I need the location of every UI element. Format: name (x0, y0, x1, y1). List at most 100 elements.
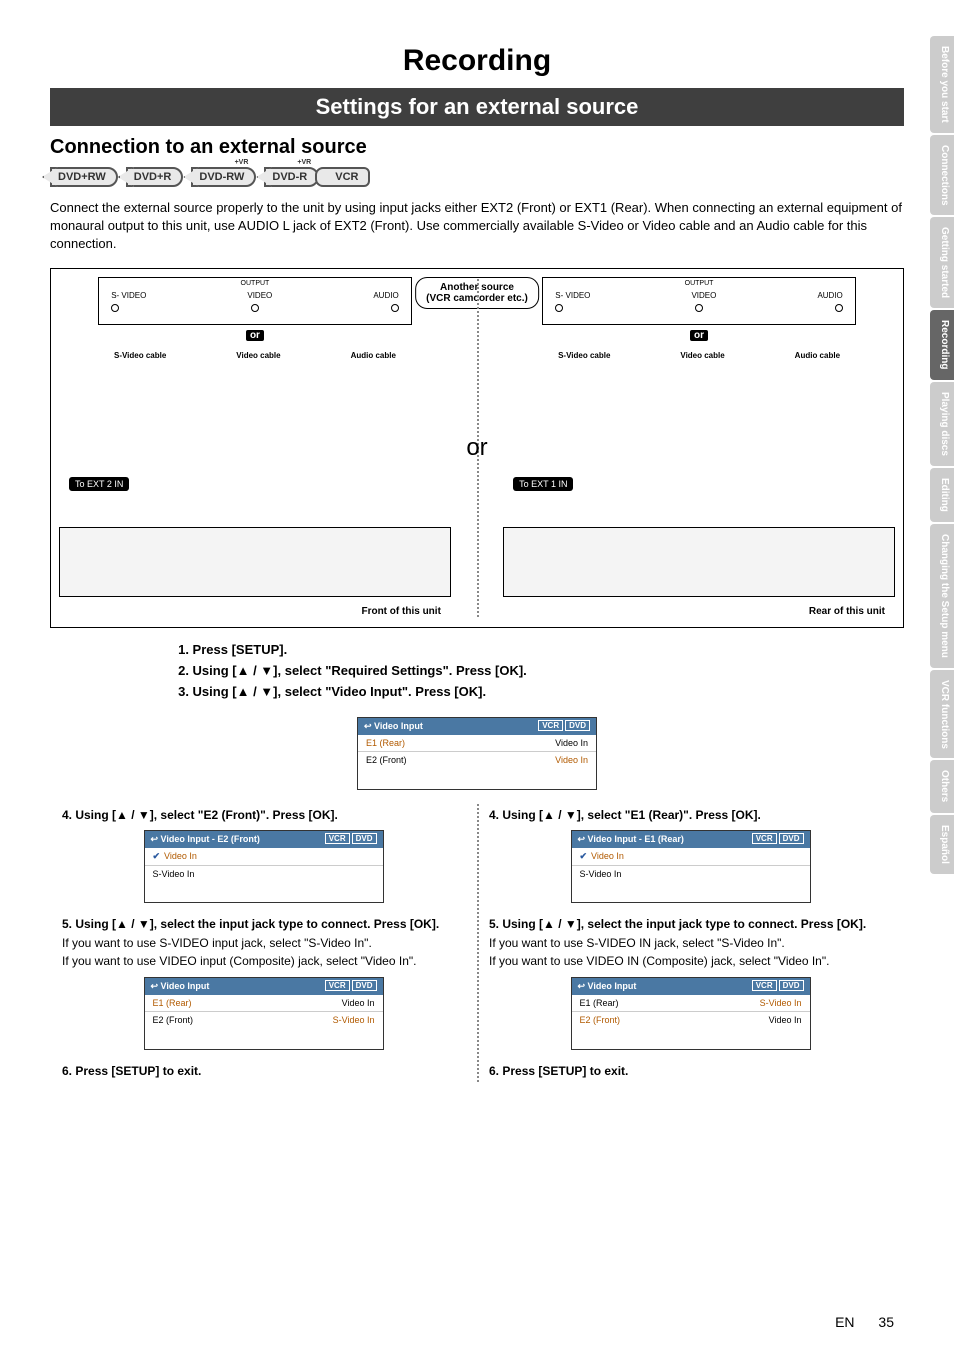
steps-center: 1. Press [SETUP]. 2. Using [▲ / ▼], sele… (178, 642, 776, 699)
or-big: or (466, 434, 487, 462)
unit-rear (503, 527, 895, 597)
osd-row-value: S-Video In (333, 1015, 375, 1025)
osd-row-label: S-Video In (153, 869, 195, 879)
check-icon: ✔ (580, 851, 588, 862)
cable-label: Audio cable (351, 351, 396, 360)
osd-tab: VCR (752, 833, 777, 844)
col-right: 4. Using [▲ / ▼], select "E1 (Rear)". Pr… (477, 804, 904, 1082)
jack-icon (111, 304, 119, 312)
jack-label: VIDEO (691, 291, 716, 300)
disc-badge: VCR (327, 167, 370, 187)
step6-right: 6. Press [SETUP] to exit. (489, 1064, 892, 1078)
osd-main: ↩ Video InputVCRDVDE1 (Rear)Video InE2 (… (50, 717, 904, 790)
step5-body1-right: If you want to use S-VIDEO IN jack, sele… (489, 935, 892, 951)
disc-badges: DVD+RW DVD+R DVD-RW DVD-R VCR (50, 167, 904, 187)
page-number: 35 (878, 1314, 894, 1330)
osd-back-icon: ↩ (151, 981, 159, 991)
disc-badge: DVD+RW (50, 167, 118, 187)
jack-icon (835, 304, 843, 312)
osd-row-label: E2 (Front) (366, 755, 407, 765)
step: 2. Using [▲ / ▼], select "Required Setti… (178, 663, 776, 678)
unit-front (59, 527, 451, 597)
step5-body2-left: If you want to use VIDEO input (Composit… (62, 953, 465, 969)
osd-back-icon: ↩ (364, 721, 372, 731)
osd-tab: VCR (325, 980, 350, 991)
diagram-right: OUTPUT S- VIDEO VIDEO AUDIO or S-Video c… (503, 277, 895, 619)
cable-label: S-Video cable (558, 351, 610, 360)
or-small: or (690, 330, 708, 341)
step: 3. Using [▲ / ▼], select "Video Input". … (178, 684, 776, 699)
step5-body1-left: If you want to use S-VIDEO input jack, s… (62, 935, 465, 951)
lang-code: EN (835, 1314, 854, 1330)
col-left: 4. Using [▲ / ▼], select "E2 (Front)". P… (50, 804, 477, 1082)
cable-labels-left: S-Video cable Video cable Audio cable (79, 351, 431, 360)
jack-icon (391, 304, 399, 312)
osd-row-value: Video In (555, 755, 588, 765)
osd-tab: DVD (779, 980, 804, 991)
osd-row-value: S-Video In (760, 998, 802, 1008)
connect-text: Connect the external source properly to … (50, 199, 904, 254)
osd-left-result: ↩ Video InputVCRDVDE1 (Rear)Video InE2 (… (62, 977, 465, 1050)
diagram-left: OUTPUT S- VIDEO VIDEO AUDIO or S-Video c… (59, 277, 451, 619)
jack-label: S- VIDEO (555, 291, 590, 300)
disc-badge: DVD+R (126, 167, 184, 187)
osd-tab: DVD (352, 980, 377, 991)
jack-label: AUDIO (373, 291, 398, 300)
page-footer: EN 35 (835, 1314, 894, 1330)
osd-tab: VCR (752, 980, 777, 991)
subbar: Settings for an external source (50, 88, 904, 126)
front-caption: Front of this unit (361, 606, 440, 617)
cable-labels-right: S-Video cable Video cable Audio cable (523, 351, 875, 360)
osd-row-label: S-Video In (580, 869, 622, 879)
cable-label: Video cable (236, 351, 280, 360)
osd-back-icon: ↩ (578, 981, 586, 991)
step4-left: 4. Using [▲ / ▼], select "E2 (Front)". P… (62, 808, 465, 822)
page: Recording Settings for an external sourc… (0, 0, 954, 1348)
osd-row-value: Video In (769, 1015, 802, 1025)
osd-e2-front: ↩ Video Input - E2 (Front)VCRDVD✔ Video … (62, 830, 465, 903)
step6-left: 6. Press [SETUP] to exit. (62, 1064, 465, 1078)
step: 1. Press [SETUP]. (178, 642, 776, 657)
osd-e1-rear: ↩ Video Input - E1 (Rear)VCRDVD✔ Video I… (489, 830, 892, 903)
jack-label: VIDEO (247, 291, 272, 300)
banner-title: Recording (50, 40, 904, 82)
osd-tab: VCR (325, 833, 350, 844)
osd-back-icon: ↩ (151, 834, 159, 844)
osd-row-label: E2 (Front) (153, 1015, 194, 1025)
disc-badge: DVD-R (264, 167, 319, 187)
output-label: OUTPUT (101, 280, 409, 287)
osd-row-label: E1 (Rear) (366, 738, 405, 748)
osd-tab: DVD (565, 720, 590, 731)
osd-row-label: E2 (Front) (580, 1015, 621, 1025)
disc-badge: DVD-RW (191, 167, 256, 187)
jack-icon (555, 304, 563, 312)
osd-tab: VCR (538, 720, 563, 731)
step5-head-right: 5. Using [▲ / ▼], select the input jack … (489, 917, 892, 931)
cable-label: S-Video cable (114, 351, 166, 360)
or-small: or (246, 330, 264, 341)
osd-right-result: ↩ Video InputVCRDVDE1 (Rear)S-Video InE2… (489, 977, 892, 1050)
step5-head-left: 5. Using [▲ / ▼], select the input jack … (62, 917, 465, 931)
osd-row-value: Video In (342, 998, 375, 1008)
connection-diagram: Another source (VCR camcorder etc.) or O… (50, 268, 904, 628)
osd-row-label: E1 (Rear) (580, 998, 619, 1008)
osd-tab: DVD (779, 833, 804, 844)
jack-label: AUDIO (817, 291, 842, 300)
osd-row-label: ✔ Video In (153, 851, 197, 862)
source-box-left: OUTPUT S- VIDEO VIDEO AUDIO (98, 277, 412, 325)
check-icon: ✔ (153, 851, 161, 862)
osd-row-value: Video In (555, 738, 588, 748)
cable-label: Video cable (680, 351, 724, 360)
source-box-right: OUTPUT S- VIDEO VIDEO AUDIO (542, 277, 856, 325)
to-ext1-label: To EXT 1 IN (513, 477, 573, 491)
jack-icon (695, 304, 703, 312)
to-ext2-label: To EXT 2 IN (69, 477, 129, 491)
rear-caption: Rear of this unit (809, 606, 885, 617)
jack-icon (251, 304, 259, 312)
output-label: OUTPUT (545, 280, 853, 287)
banner: Recording (50, 40, 904, 82)
step4-right: 4. Using [▲ / ▼], select "E1 (Rear)". Pr… (489, 808, 892, 822)
column-divider (477, 804, 479, 1082)
step5-body2-right: If you want to use VIDEO IN (Composite) … (489, 953, 892, 969)
section-heading: Connection to an external source (50, 136, 904, 159)
